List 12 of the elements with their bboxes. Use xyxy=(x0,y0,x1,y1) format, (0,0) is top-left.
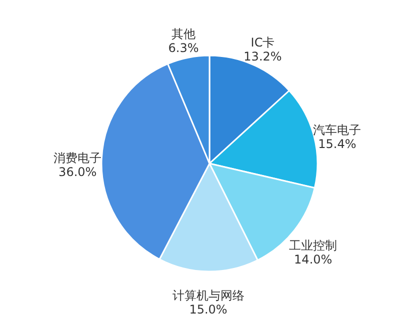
slice-label: 计算机与网络 xyxy=(172,288,244,302)
data-label: 6.3% xyxy=(168,41,199,56)
data-label: 13.2% xyxy=(244,50,282,64)
slice-label: 消费电子 xyxy=(54,150,102,165)
slice-label: 其他 xyxy=(172,27,196,42)
data-label: 36.0% xyxy=(58,164,97,179)
slice-label: 工业控制 xyxy=(289,238,338,252)
slice-label: 汽车电子 xyxy=(313,123,362,138)
data-label: 15.4% xyxy=(318,137,356,152)
data-label: 14.0% xyxy=(294,252,332,266)
data-label: 15.0% xyxy=(189,302,228,316)
slice-label: IC卡 xyxy=(250,36,275,50)
